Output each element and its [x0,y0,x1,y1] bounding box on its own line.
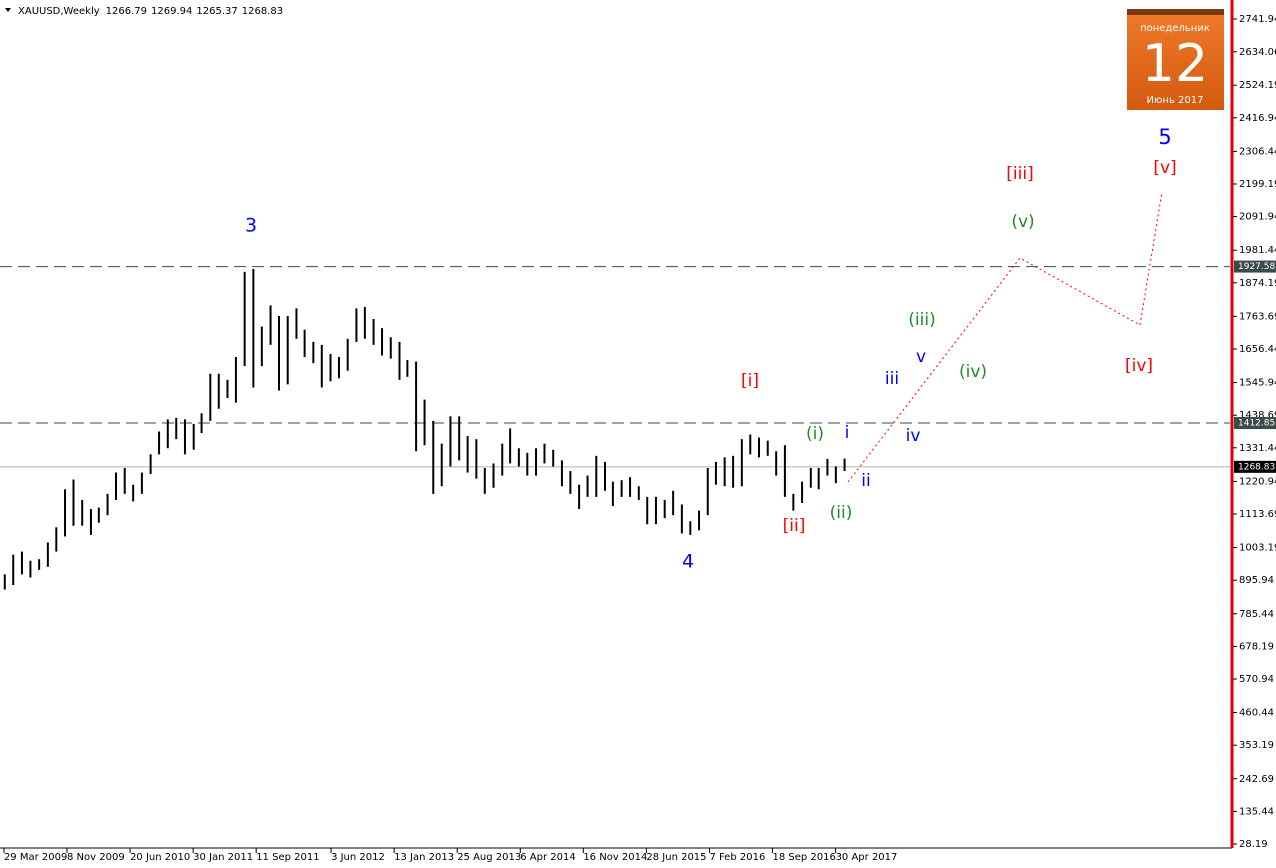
wave-label: iv [906,426,921,446]
x-tick-label: 30 Apr 2017 [836,852,898,863]
x-tick-label: 20 Jun 2010 [130,852,190,863]
wave-label: iii [885,369,899,389]
x-tick-label: 30 Jan 2011 [193,852,253,863]
low: 1265.37 [196,6,237,17]
wave-label: (iii) [908,310,935,330]
y-tick-label: 135.44 [1239,806,1274,817]
wave-label: 5 [1158,125,1171,149]
wave-label: [ii] [783,516,806,536]
y-tick-label: 1981.44 [1239,245,1276,256]
x-tick-label: 8 Nov 2009 [67,852,125,863]
y-tick-label: 1438.69 [1239,410,1276,421]
x-tick-label: 3 Jun 2012 [331,852,385,863]
y-tick-label: 1874.19 [1239,278,1276,289]
wave-label: (iv) [959,362,987,382]
y-tick-label: 2199.19 [1239,179,1276,190]
wave-label: [iii] [1006,164,1033,184]
price-label-box [1234,460,1276,473]
y-tick-label: 242.69 [1239,774,1274,785]
y-tick-label: 678.19 [1239,641,1274,652]
x-tick-label: 13 Jan 2013 [394,852,454,863]
y-tick-label: 1763.69 [1239,311,1276,322]
price-label-box [1234,417,1276,430]
price-label: 1268.83 [1238,462,1275,472]
x-tick-label: 6 Apr 2014 [520,852,575,863]
projection [847,191,1163,483]
wave-label: 3 [245,215,257,237]
calendar-month: Июнь 2017 [1147,95,1204,106]
y-tick-label: 2741.94 [1239,14,1276,25]
high: 1269.94 [151,6,192,17]
header: XAUUSD,Weekly 1266.79 1269.94 1265.37 1268.8… [18,6,283,17]
y-tick-label: 1545.94 [1239,378,1276,389]
open: 1266.79 [106,6,147,17]
wave-label: (v) [1011,212,1034,232]
wave-label: i [845,423,850,443]
y-tick-label: 1656.44 [1239,344,1276,355]
x-tick-label: 16 Nov 2014 [583,852,647,863]
calendar-weekday: понедельник [1140,23,1210,34]
y-tick-label: 2306.44 [1239,146,1276,157]
symbol: XAUUSD,Weekly [18,6,100,17]
close: 1268.83 [242,6,283,17]
wave-label: [iv] [1125,356,1153,376]
wave-label: [i] [741,371,759,391]
wave-label: [v] [1153,158,1176,178]
calendar-spiral [1127,9,1224,15]
wave-label: (ii) [830,503,853,523]
y-tick-label: 2091.94 [1239,212,1276,223]
wave-label: (i) [806,424,824,444]
calendar-box [1127,9,1224,110]
x-tick-label: 7 Feb 2016 [709,852,765,863]
wave-label: ii [861,471,870,491]
x-tick-label: 11 Sep 2011 [256,852,319,863]
y-tick-label: 1331.44 [1239,443,1276,454]
y-tick-label: 1220.94 [1239,476,1276,487]
wave-label: 4 [682,551,694,573]
menu-arrow [5,8,11,12]
price-label: 1412.85 [1238,419,1275,429]
x-tick-label: 28 Jun 2015 [646,852,706,863]
y-tick-label: 2416.94 [1239,113,1276,124]
y-tick-label: 1113.69 [1239,509,1276,520]
wave-label: v [916,347,926,367]
y-tick-label: 2634.06 [1239,47,1276,58]
x-tick-label: 18 Sep 2016 [773,852,836,863]
y-tick-label: 895.94 [1239,575,1274,586]
x-tick-label: 29 Mar 2009 [4,852,67,863]
x-tick-label: 25 Aug 2013 [457,852,521,863]
calendar-day: 12 [1142,34,1208,94]
y-tick-label: 353.19 [1239,740,1274,751]
y-tick-label: 570.94 [1239,674,1274,685]
y-tick-label: 2524.19 [1239,80,1276,91]
y-tick-label: 460.44 [1239,708,1274,719]
price-label-box [1234,260,1276,273]
calendar: понедельник 12 Июнь 2017 [1127,9,1224,110]
y-tick-label: 28.19 [1239,839,1268,850]
y-tick-label: 1003.19 [1239,543,1276,554]
price-label: 1927.58 [1238,262,1275,272]
y-tick-label: 785.44 [1239,609,1274,620]
